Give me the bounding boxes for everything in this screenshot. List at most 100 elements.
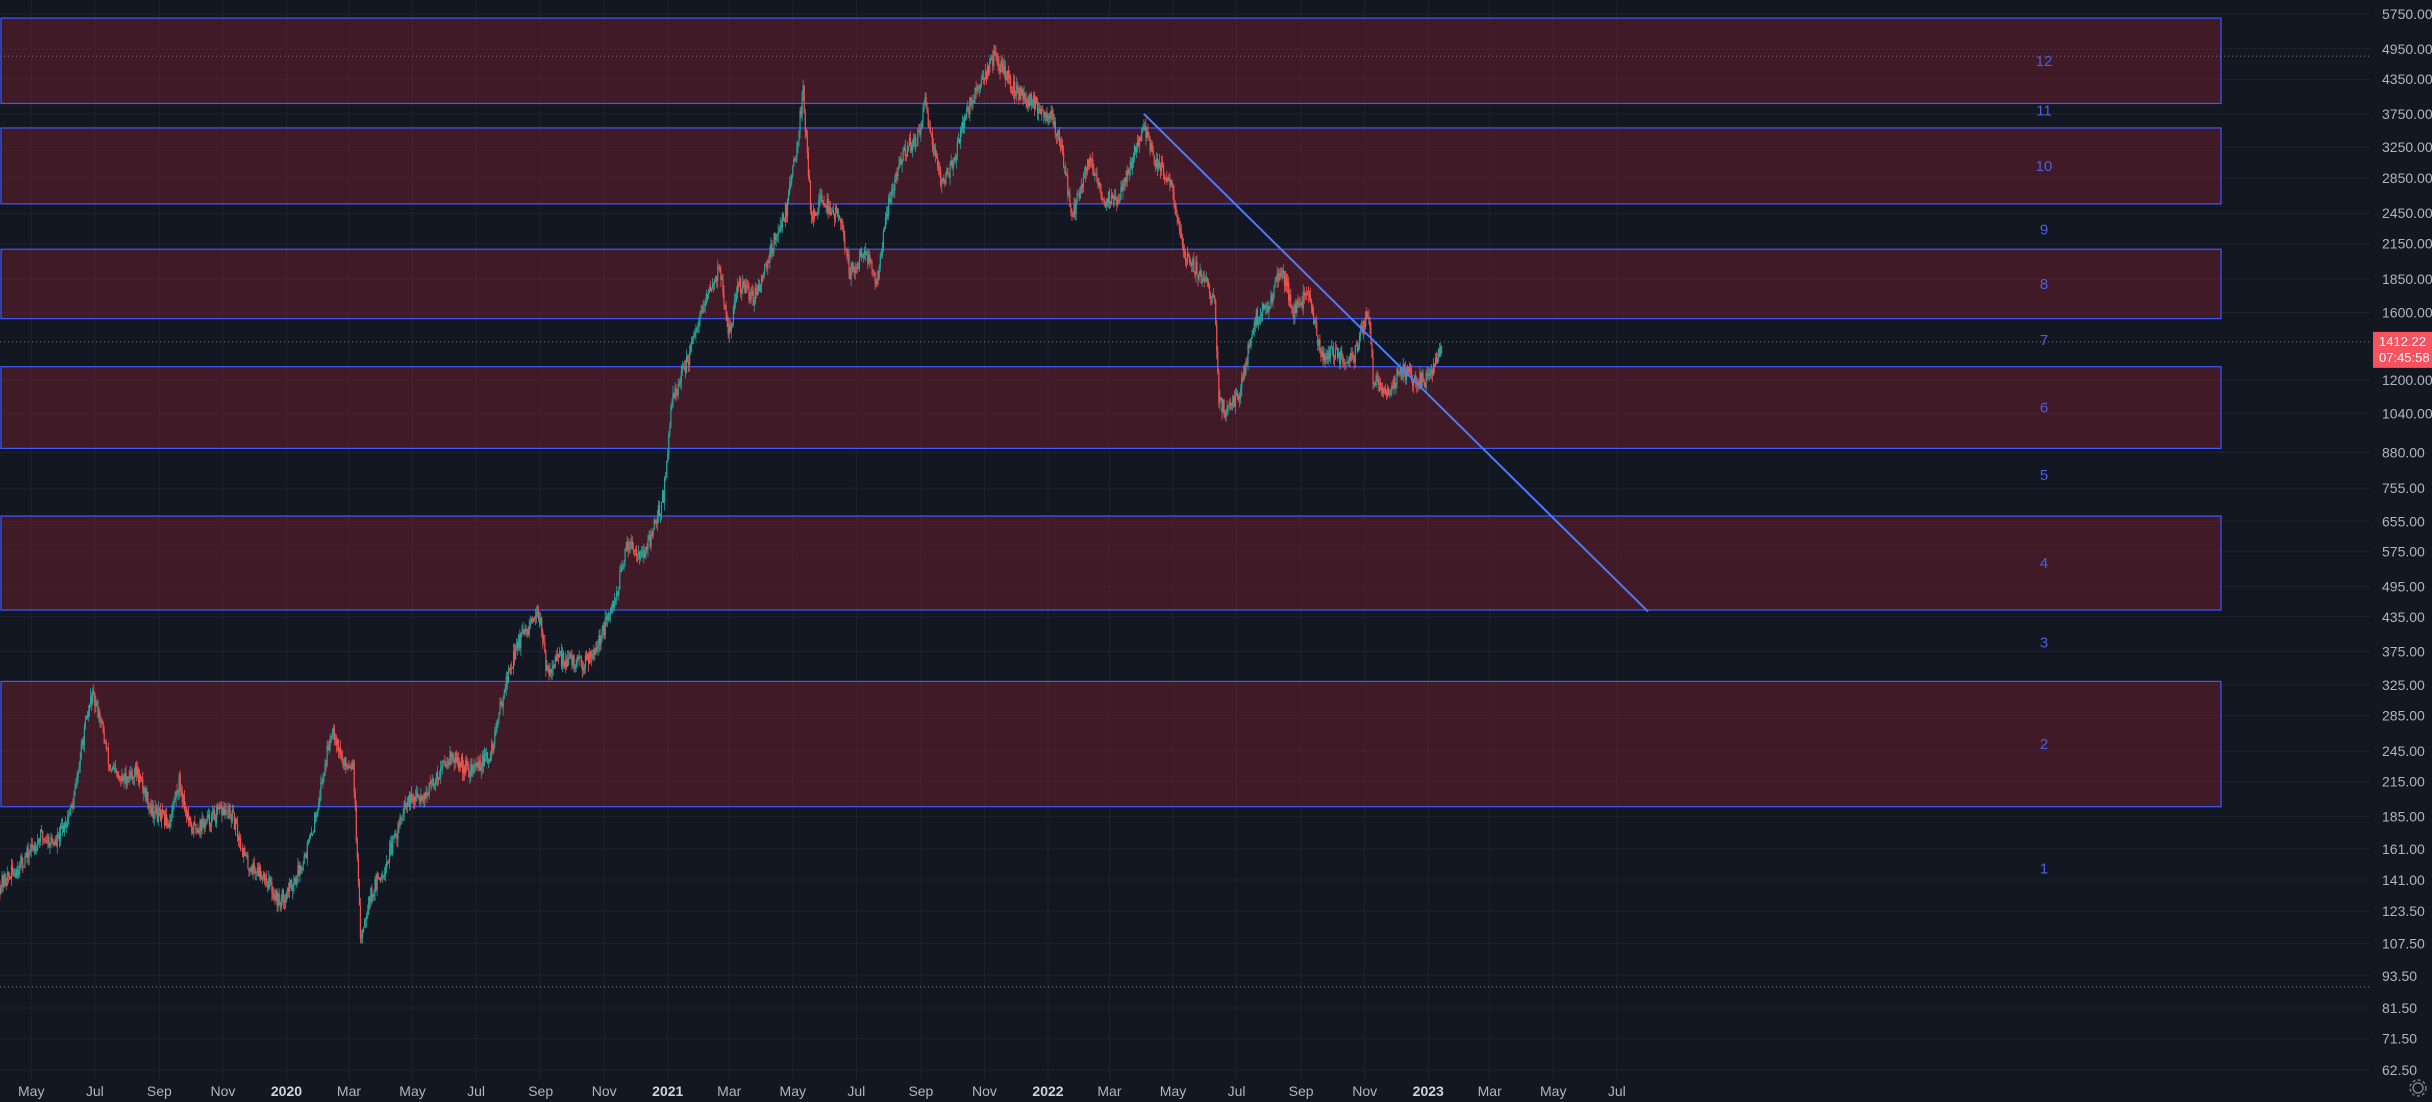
candle-body xyxy=(851,263,853,268)
candle-body xyxy=(581,665,583,671)
candle-body xyxy=(396,833,398,840)
candle-body xyxy=(589,651,591,664)
price-axis[interactable]: 5750.00 4950.00 4350.00 3750.00 3250.00 2850.… xyxy=(2382,6,2432,1078)
trendline-group[interactable] xyxy=(1143,113,1649,613)
candle-body xyxy=(603,624,605,636)
candle-body xyxy=(330,736,332,738)
candle-body xyxy=(556,654,558,662)
candle-body xyxy=(1221,398,1223,413)
candle-body xyxy=(574,667,576,669)
candle-body xyxy=(1234,394,1237,407)
candle-body xyxy=(505,676,507,688)
candle-body xyxy=(1320,353,1322,358)
candle-body xyxy=(1178,222,1180,229)
candle-body xyxy=(546,665,548,671)
candle-body xyxy=(315,813,317,818)
candle-body xyxy=(144,788,146,794)
candle-body xyxy=(33,845,35,850)
candle-body xyxy=(896,173,898,177)
candle-body xyxy=(1008,76,1011,79)
candle-body xyxy=(731,322,733,325)
candle-body xyxy=(797,142,799,147)
candle-body xyxy=(639,551,641,560)
candle-body xyxy=(779,225,781,232)
candle-body xyxy=(897,169,899,177)
candle-body xyxy=(908,138,911,147)
candle-body xyxy=(74,788,76,796)
candle-body xyxy=(359,905,362,939)
candle-body xyxy=(1303,292,1305,296)
candle-body xyxy=(666,461,668,478)
candle-body xyxy=(1015,94,1017,97)
candle-body xyxy=(177,792,179,794)
candle-body xyxy=(476,762,478,766)
time-axis[interactable]: May Jul Sep Nov 2020 Mar May Jul Sep Nov 2021 Mar Ma… xyxy=(18,1083,1626,1099)
gear-teeth-icon xyxy=(2409,1079,2427,1097)
candle-body xyxy=(940,170,942,185)
price-tick-label: 71.50 xyxy=(2382,1031,2417,1047)
candle-body xyxy=(411,800,414,802)
candle-body xyxy=(1295,304,1297,313)
candle-body xyxy=(10,865,13,880)
candle-body xyxy=(686,356,689,362)
candle-body xyxy=(1346,361,1348,363)
candle-body xyxy=(591,656,593,659)
candle-body xyxy=(274,895,276,900)
candle-body xyxy=(1144,125,1146,130)
candle-body xyxy=(1258,317,1261,322)
candle-body xyxy=(1156,158,1158,169)
candle-body xyxy=(331,731,333,738)
candle-body xyxy=(677,383,679,395)
candle-body xyxy=(647,538,649,550)
candle-body xyxy=(1372,357,1374,384)
candle-body xyxy=(316,816,318,818)
candle-body xyxy=(1347,361,1349,364)
candle-body xyxy=(116,770,118,774)
candle-body xyxy=(499,702,501,714)
candle-body xyxy=(893,189,895,191)
candle-body xyxy=(369,896,371,902)
candle-body xyxy=(559,650,562,653)
candle-body xyxy=(565,659,567,667)
candle-body xyxy=(675,388,677,395)
candle-body xyxy=(712,283,715,285)
candle-body xyxy=(68,814,70,818)
candle-body xyxy=(1103,199,1105,206)
candle-body xyxy=(1404,368,1406,381)
candle-body xyxy=(904,147,906,156)
candle-body xyxy=(1,875,3,888)
time-tick-label: Jul xyxy=(1228,1083,1246,1099)
candle-body xyxy=(925,97,927,109)
candle-body xyxy=(1176,215,1178,218)
candle-body xyxy=(1280,272,1282,277)
candle-body xyxy=(917,130,919,146)
candle-body xyxy=(35,850,38,852)
candle-body xyxy=(756,292,758,295)
candle-body xyxy=(842,221,844,229)
candle-body xyxy=(1226,406,1228,411)
candle-body xyxy=(572,655,574,665)
candle-body xyxy=(160,809,163,821)
candle-body xyxy=(974,87,976,95)
candle-body xyxy=(219,805,221,810)
time-tick-label: 2021 xyxy=(652,1083,683,1099)
candle-body xyxy=(1352,354,1354,359)
candle-body xyxy=(900,158,902,165)
candle-body xyxy=(129,771,131,779)
candle-body xyxy=(911,145,914,152)
candle-body xyxy=(1222,399,1224,413)
candle-body xyxy=(632,549,634,551)
candle-body xyxy=(777,232,779,236)
candle-body xyxy=(633,550,636,552)
candle-body xyxy=(1131,163,1133,168)
chart-settings-icon[interactable] xyxy=(2409,1079,2427,1097)
candle-body xyxy=(340,747,342,755)
candle-body xyxy=(533,617,536,619)
candle-body xyxy=(22,864,24,867)
candle-body xyxy=(913,141,915,146)
candle-body xyxy=(811,215,814,220)
candle-body xyxy=(73,795,75,809)
candle-body xyxy=(254,869,256,873)
